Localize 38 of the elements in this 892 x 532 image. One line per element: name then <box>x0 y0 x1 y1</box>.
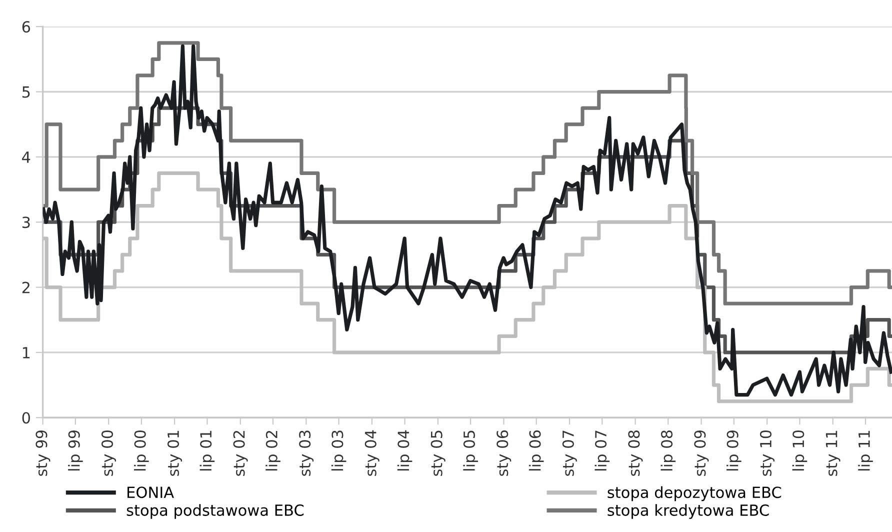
x-tick-label: sty 05 <box>430 430 446 476</box>
x-tick-label: lip 11 <box>858 430 873 470</box>
y-tick-label: 5 <box>22 86 30 98</box>
x-tick-label: sty 02 <box>233 430 248 476</box>
x-tick-label: sty 00 <box>101 430 116 476</box>
x-tick-label: sty 03 <box>299 430 314 476</box>
x-tick-label: lip 07 <box>594 430 610 470</box>
x-tick-label: sty 10 <box>760 430 774 476</box>
x-tick-label: lip 06 <box>528 430 544 470</box>
legend-label: EONIA <box>128 486 174 498</box>
legend-label: stopa podstawowa EBC <box>126 504 304 519</box>
y-tick-label: 2 <box>22 282 30 294</box>
x-tick-label: lip 02 <box>266 430 280 470</box>
y-tick-label: 4 <box>22 152 30 163</box>
y-tick-label: 0 <box>22 412 30 424</box>
x-tick-label: sty 06 <box>496 430 512 476</box>
legend-label: stopa kredytowa EBC <box>608 504 769 519</box>
x-tick-label: sty 09 <box>694 430 709 476</box>
x-tick-label: sty 01 <box>167 430 182 476</box>
x-tick-label: lip 10 <box>792 430 808 470</box>
x-tick-label: sty 07 <box>562 430 577 476</box>
x-tick-label: lip 00 <box>134 430 149 470</box>
x-tick-label: lip 04 <box>397 430 412 470</box>
x-tick-label: sty 04 <box>364 430 380 476</box>
x-tick-label: lip 01 <box>200 430 215 470</box>
x-tick-label: lip 03 <box>331 430 346 470</box>
x-tick-label: sty 08 <box>628 430 643 476</box>
legend-label: stopa depozytowa EBC <box>608 486 782 502</box>
y-tick-label: 3 <box>22 216 30 228</box>
x-tick-label: lip 05 <box>463 430 478 470</box>
y-tick-label: 6 <box>22 21 30 33</box>
x-tick-label: lip 08 <box>660 430 676 470</box>
x-tick-label: sty 99 <box>36 430 50 476</box>
line-series <box>42 44 892 397</box>
x-tick-label: lip 09 <box>726 430 742 470</box>
x-tick-label: sty 11 <box>826 430 840 476</box>
y-tick-label: 1 <box>22 347 30 358</box>
x-tick-label: lip 99 <box>68 430 83 470</box>
